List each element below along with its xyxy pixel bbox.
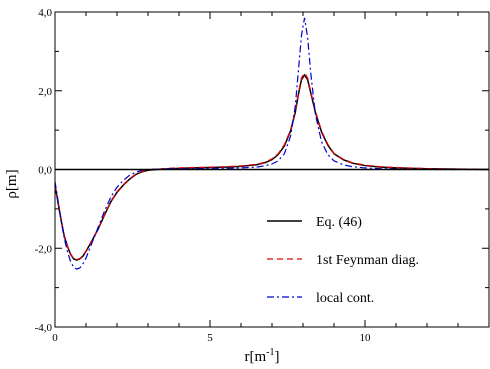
x-tick-label: 0 (52, 332, 58, 344)
x-tick-label: 10 (360, 332, 372, 344)
y-tick-label: 2,0 (38, 86, 52, 98)
series-layer (54, 17, 490, 270)
legend-label-3: local cont. (316, 291, 374, 306)
series-line-2 (54, 71, 490, 261)
legend: Eq. (46) 1st Feynman diag. local cont. (267, 215, 419, 306)
legend-label-2: 1st Feynman diag. (316, 253, 419, 268)
y-tick-label: 0,0 (38, 165, 52, 177)
x-axis-title-superscript: -1 (266, 347, 274, 358)
series-line-3 (54, 17, 489, 270)
y-axis-title: ρ[m] (4, 169, 20, 198)
series-line-1 (54, 73, 490, 261)
x-axis-title-end: ] (275, 349, 280, 365)
x-axis-title-base: r[m (244, 349, 266, 365)
y-tick-label: -2,0 (35, 243, 53, 255)
x-axis-title: r[m-1] (244, 347, 279, 365)
y-tick-label: -4,0 (35, 322, 53, 334)
ticks-layer (54, 11, 490, 328)
x-tick-label: 5 (207, 332, 213, 344)
y-tick-label: 4,0 (38, 7, 52, 19)
legend-label-1: Eq. (46) (316, 215, 362, 230)
tick-labels: 0 5 10 -4,0 -2,0 0,0 2,0 4,0 (35, 7, 371, 344)
